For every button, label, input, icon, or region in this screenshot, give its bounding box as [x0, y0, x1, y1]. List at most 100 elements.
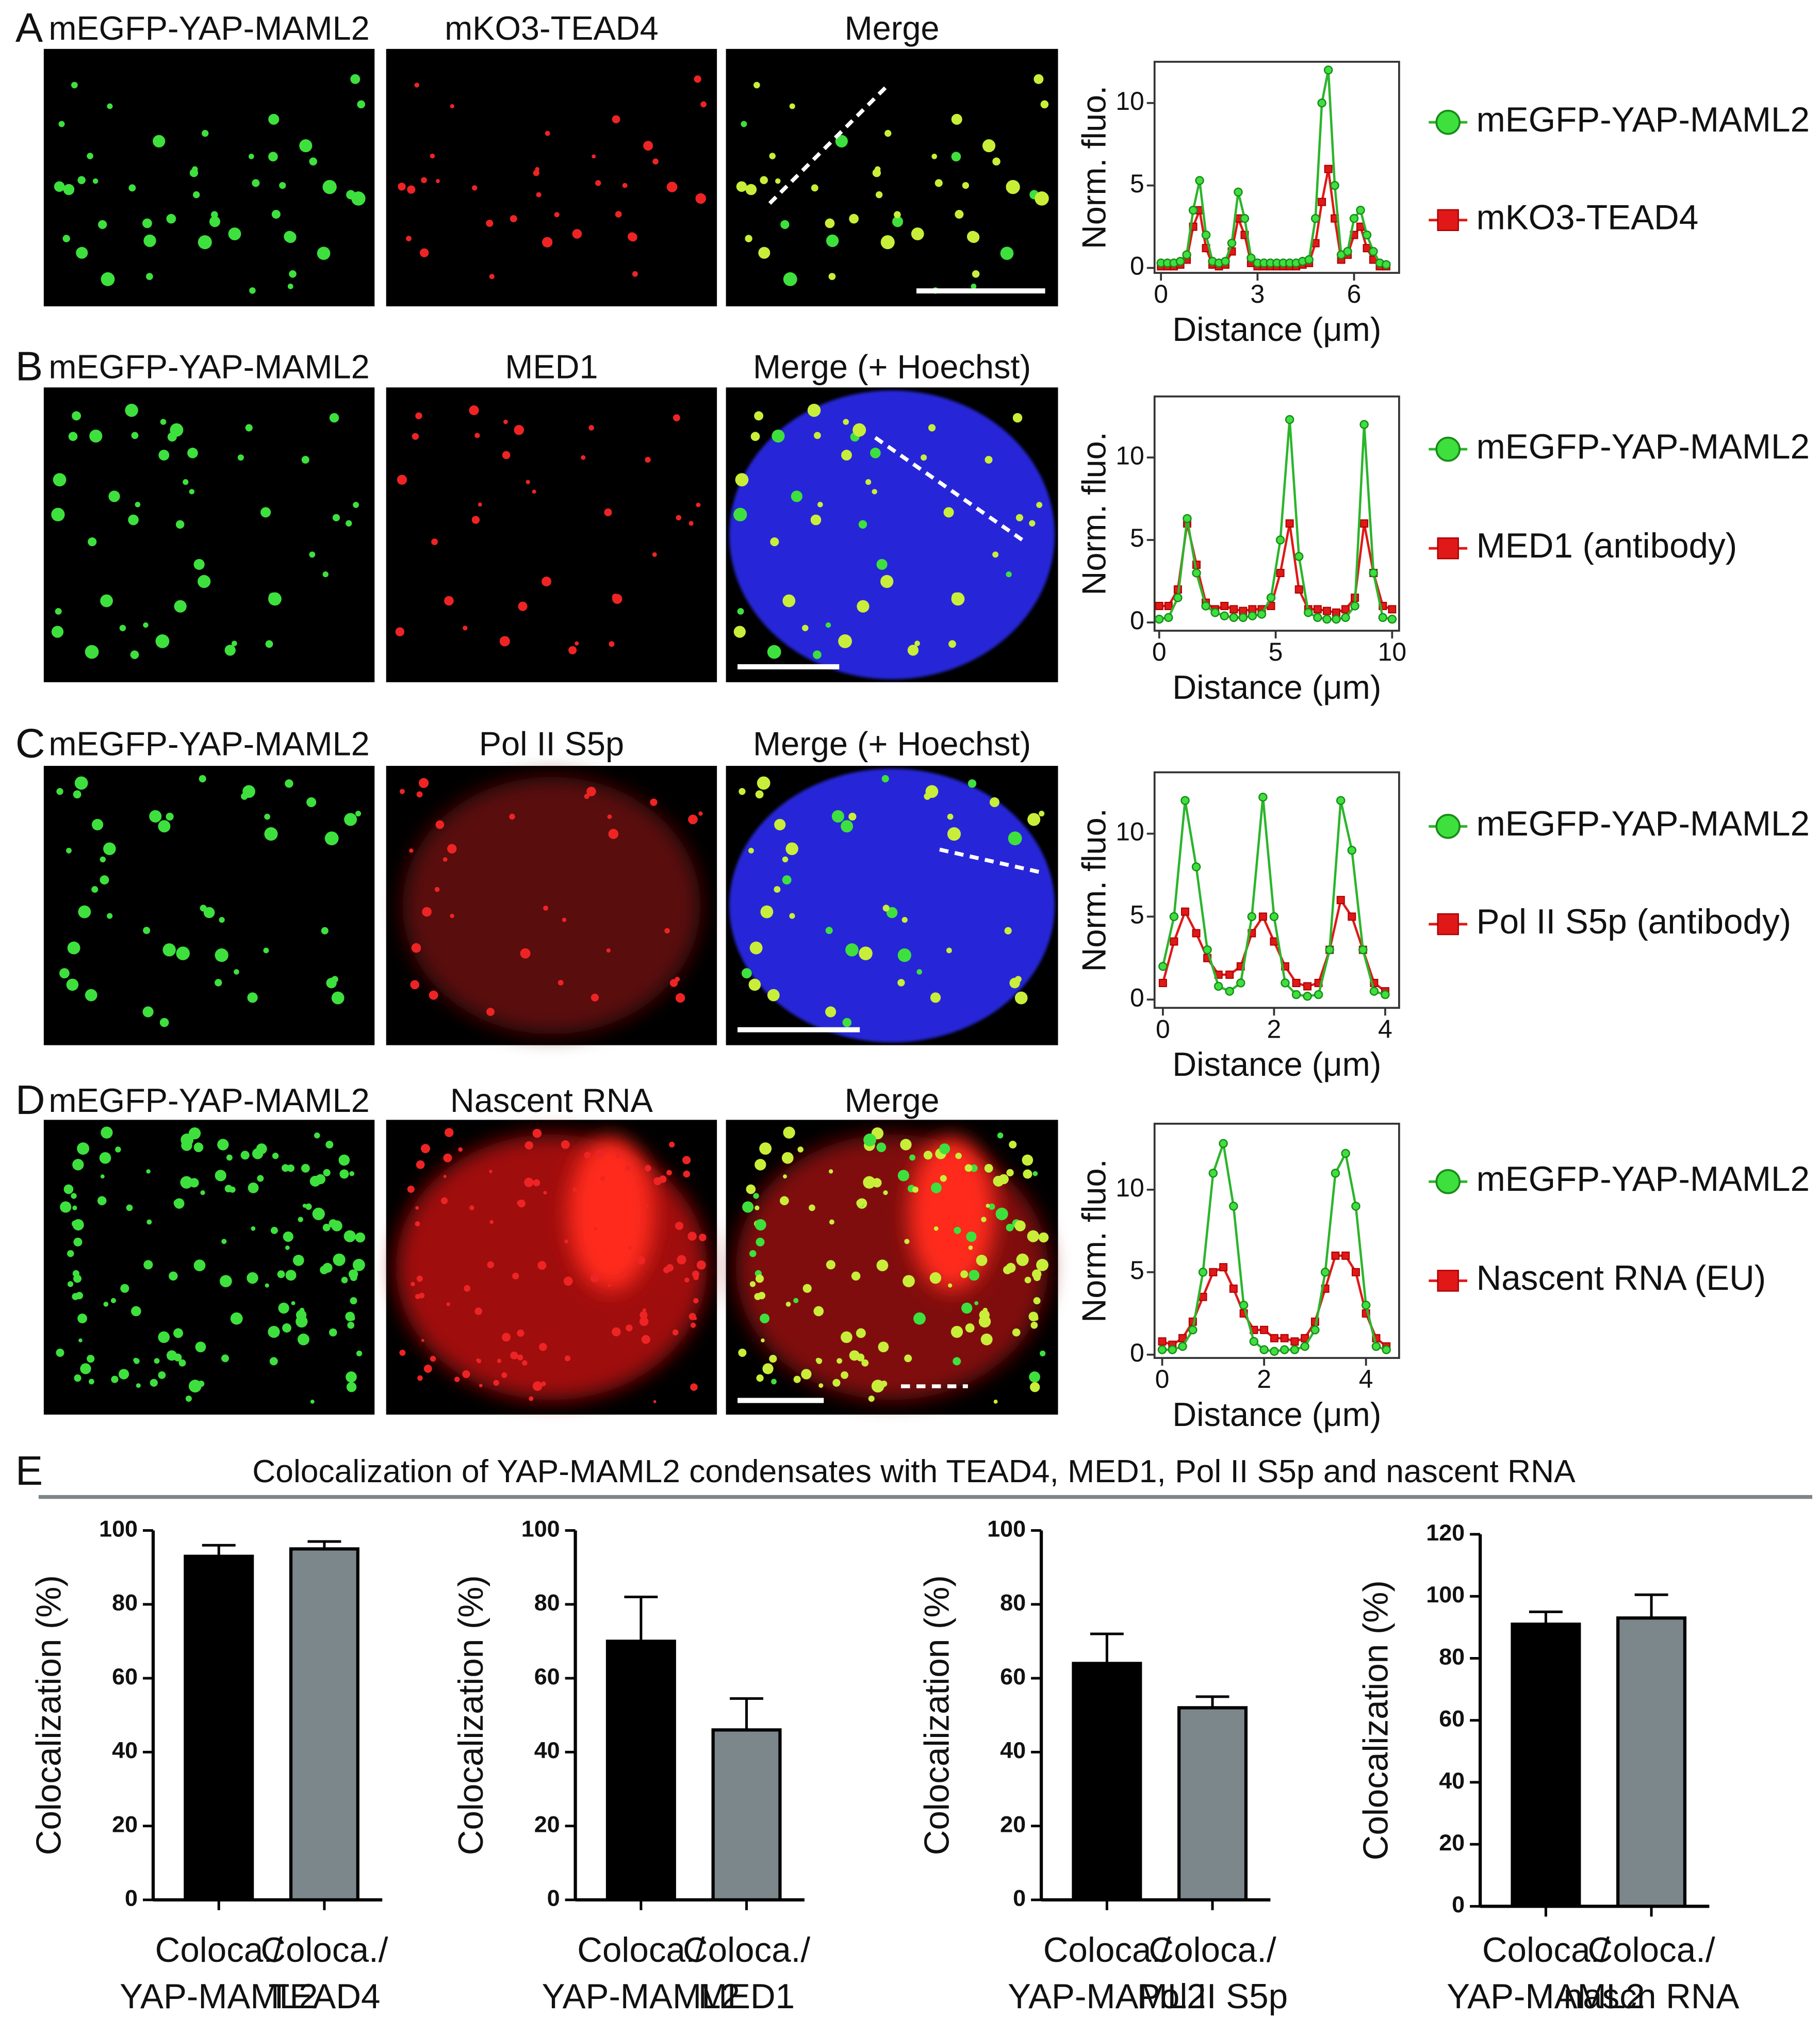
data-point [1317, 99, 1326, 108]
condensate [78, 905, 91, 919]
condensate [760, 176, 768, 185]
data-point [1313, 605, 1322, 614]
condensate [51, 507, 65, 521]
condensate [595, 180, 601, 186]
x-tick-label: 4 [1359, 1365, 1373, 1393]
condensate [971, 283, 977, 289]
condensate [946, 947, 952, 954]
y-tick-label: 5 [1130, 169, 1144, 198]
condensate [683, 1170, 691, 1178]
condensate [67, 1250, 74, 1257]
condensate [406, 236, 412, 241]
data-point [1369, 987, 1379, 996]
condensate [343, 1230, 356, 1242]
data-point [1178, 1334, 1187, 1342]
condensate [120, 1284, 129, 1293]
condensate [1036, 1258, 1048, 1271]
condensate [897, 979, 905, 987]
legend-label: mEGFP-YAP-MAML2 [1477, 1160, 1810, 1199]
data-point [1285, 415, 1294, 424]
condensate [237, 454, 244, 461]
condensate [962, 182, 969, 189]
condensate [774, 886, 781, 893]
condensate [769, 153, 776, 159]
condensate [539, 1342, 547, 1351]
y-tick-label: 40 [1439, 1767, 1465, 1794]
condensate [189, 1178, 199, 1188]
data-point [1188, 205, 1198, 215]
bar [1511, 1622, 1581, 1908]
stain-haze [402, 777, 701, 1034]
x-tick-label: YAP-MAML2 [1008, 1977, 1206, 2016]
image-title: Merge (+ Hoechst) [753, 348, 1031, 385]
y-tick-label: 20 [1439, 1829, 1465, 1856]
condensate [756, 1374, 764, 1382]
condensate [88, 1379, 94, 1385]
condensate [111, 1375, 119, 1383]
condensate [925, 785, 939, 798]
x-tick-label: Coloca./ [577, 1931, 704, 1970]
condensate [568, 646, 577, 654]
x-axis-label: Distance (μm) [1172, 1045, 1381, 1083]
condensate [193, 191, 200, 199]
condensate [675, 993, 685, 1003]
condensate [353, 502, 359, 508]
condensate [339, 1169, 349, 1179]
condensate [1012, 413, 1023, 423]
y-tick-label: 100 [1426, 1581, 1465, 1608]
condensate [135, 502, 141, 507]
condensate [322, 1223, 331, 1232]
condensate [474, 433, 480, 438]
data-point [1362, 230, 1372, 240]
condensate [314, 1132, 320, 1139]
bar-chart: 0 20 40 60 80 100 120 Colocalization (%) Coloca.… [1357, 1519, 1740, 2016]
data-point [1270, 1347, 1279, 1356]
condensate [487, 1261, 494, 1269]
data-point [1209, 1268, 1218, 1276]
condensate [857, 600, 870, 613]
condensate [289, 270, 297, 278]
condensate [199, 775, 206, 783]
condensate [592, 154, 596, 159]
condensate [608, 829, 619, 839]
condensate [312, 1207, 325, 1220]
condensate [474, 1307, 483, 1315]
condensate [897, 1170, 909, 1182]
legend-label: mEGFP-YAP-MAML2 [1477, 428, 1810, 466]
condensate [269, 1357, 278, 1366]
image-title: Merge [845, 9, 940, 47]
condensate [672, 1329, 679, 1336]
y-tick-label: 60 [1439, 1706, 1465, 1732]
condensate [126, 1204, 133, 1211]
condensate [738, 1348, 747, 1357]
condensate [247, 1272, 258, 1284]
condensate [450, 913, 454, 919]
condensate [785, 842, 798, 856]
condensate [63, 1184, 74, 1194]
condensate [526, 480, 530, 484]
condensate [760, 905, 774, 919]
condensate [347, 1321, 355, 1329]
condensate [561, 1140, 570, 1149]
data-point [1158, 962, 1168, 971]
condensate [588, 425, 594, 431]
condensate [858, 520, 867, 529]
condensate [324, 831, 339, 846]
condensate [100, 875, 109, 885]
data-point [1214, 981, 1223, 991]
condensate [884, 129, 892, 137]
condensate [675, 1221, 683, 1230]
section-title: Colocalization of YAP-MAML2 condensates … [252, 1454, 1576, 1489]
condensate [594, 1226, 598, 1231]
data-point [1331, 1251, 1340, 1260]
condensate [814, 432, 821, 439]
y-tick-label: 0 [1130, 606, 1144, 635]
condensate [1031, 1269, 1042, 1279]
condensate [742, 1201, 754, 1213]
data-point [1322, 614, 1332, 624]
condensate [98, 220, 107, 229]
condensate [981, 1217, 987, 1222]
data-point [1290, 1345, 1300, 1354]
condensate [677, 1255, 686, 1265]
plot-frame [1153, 1123, 1400, 1359]
